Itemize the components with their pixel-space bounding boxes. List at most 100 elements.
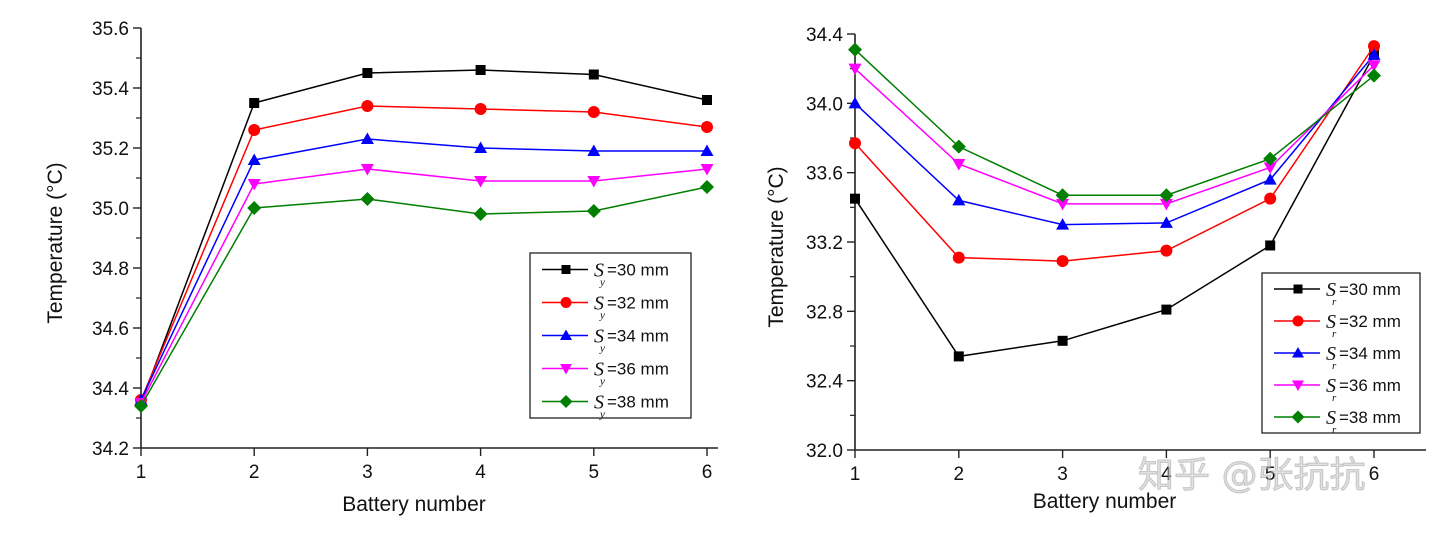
data-point — [952, 193, 966, 206]
legend-symbol: S — [594, 260, 604, 282]
data-point — [587, 144, 601, 156]
data-point — [474, 176, 488, 188]
x-tick-label: 2 — [249, 462, 260, 483]
x-tick-label: 3 — [1057, 464, 1068, 485]
data-point — [700, 144, 714, 156]
data-point — [1263, 151, 1278, 166]
legend-subscript: r — [1332, 296, 1337, 308]
data-point — [1263, 173, 1277, 185]
data-point — [701, 121, 713, 133]
data-point — [1367, 68, 1381, 83]
y-tick-label: 34.4 — [92, 379, 129, 400]
data-point — [953, 351, 964, 362]
data-point — [134, 399, 148, 413]
data-point — [247, 153, 261, 165]
legend-symbol: S — [594, 392, 604, 414]
legend-marker — [559, 395, 573, 408]
x-tick-label: 1 — [136, 462, 147, 483]
x-tick-label: 6 — [702, 462, 713, 483]
data-point — [1367, 60, 1381, 72]
y-tick-label: 34.8 — [92, 259, 129, 280]
data-point — [700, 164, 714, 176]
legend-label: =38 mm — [607, 393, 669, 412]
legend-label: =32 mm — [1339, 312, 1401, 331]
legend-subscript: y — [599, 310, 605, 322]
x-tick-label: 2 — [954, 464, 965, 485]
data-point — [588, 69, 599, 80]
series-line — [854, 64, 1375, 205]
data-point — [1056, 255, 1069, 268]
y-tick-label: 35.6 — [92, 19, 129, 40]
data-point — [700, 180, 714, 194]
data-point — [247, 179, 261, 191]
chart-left-sy: 34.2 34.4 34.6 34.8 35.0 35.2 35.4 35.6 1 2 3 4 5 6 Ba… — [44, 19, 718, 516]
legend-label: =36 mm — [1339, 376, 1401, 395]
legend-subscript: r — [1332, 392, 1337, 404]
x-axis-title: Battery number — [1033, 490, 1177, 513]
series-line — [854, 45, 1375, 262]
data-point — [1368, 40, 1380, 53]
legend-label: =34 mm — [607, 327, 669, 346]
data-point — [952, 251, 965, 264]
y-tick-label: 34.6 — [92, 319, 129, 340]
data-point — [1056, 218, 1070, 230]
data-point — [474, 141, 488, 153]
x-tick-label: 5 — [589, 462, 600, 483]
series-line — [140, 138, 707, 401]
legend-symbol: S — [594, 326, 604, 348]
data-point — [951, 139, 966, 154]
data-point — [1264, 192, 1277, 205]
data-point — [848, 42, 862, 57]
data-point — [249, 98, 260, 108]
x-tick-label: 5 — [1265, 464, 1276, 485]
y-axis-title: Temperature (°C) — [44, 162, 67, 323]
series-4 — [134, 180, 714, 413]
data-point — [1159, 216, 1173, 228]
series-line — [854, 54, 1375, 226]
legend-label: =30 mm — [607, 261, 669, 280]
data-point — [848, 63, 862, 76]
series-4 — [848, 42, 1381, 203]
legend-subscript: y — [599, 277, 605, 289]
y-tick-label: 35.0 — [92, 199, 129, 220]
data-point — [1161, 304, 1172, 315]
data-point — [587, 176, 601, 188]
data-point — [360, 132, 374, 144]
y-tick-label: 35.4 — [92, 79, 129, 100]
legend-symbol: S — [1326, 343, 1336, 365]
legend-symbol: S — [594, 293, 604, 315]
y-tick-label: 34.4 — [806, 25, 843, 46]
legend-marker — [1293, 284, 1303, 294]
data-point — [848, 96, 862, 109]
legend-marker — [560, 364, 572, 375]
legend-subscript: r — [1332, 424, 1337, 436]
y-tick-label: 35.2 — [92, 139, 129, 160]
x-axis-title: Battery number — [342, 493, 486, 516]
legend-symbol: S — [1326, 407, 1336, 429]
data-point — [587, 106, 600, 118]
x-tick-label: 4 — [475, 462, 486, 483]
legend-label: =36 mm — [607, 360, 669, 379]
data-point — [850, 193, 860, 204]
legend-marker — [560, 329, 572, 340]
y-tick-label: 32.8 — [806, 302, 843, 323]
data-point — [1160, 244, 1173, 257]
x-tick-label: 4 — [1161, 464, 1172, 485]
series-line — [854, 49, 1375, 196]
data-point — [849, 137, 861, 150]
data-point — [247, 201, 262, 215]
data-point — [248, 124, 261, 136]
data-point — [1263, 162, 1277, 174]
legend-symbol: S — [1326, 311, 1336, 333]
x-tick-label: 1 — [850, 464, 861, 485]
series-line — [140, 105, 708, 401]
y-tick-label: 32.0 — [806, 441, 843, 462]
series-2 — [848, 48, 1381, 230]
data-point — [1055, 188, 1070, 203]
legend-symbol: S — [1326, 375, 1336, 397]
series-3 — [848, 60, 1381, 211]
legend-symbol: S — [1326, 279, 1336, 301]
y-tick-label: 32.4 — [806, 372, 843, 393]
